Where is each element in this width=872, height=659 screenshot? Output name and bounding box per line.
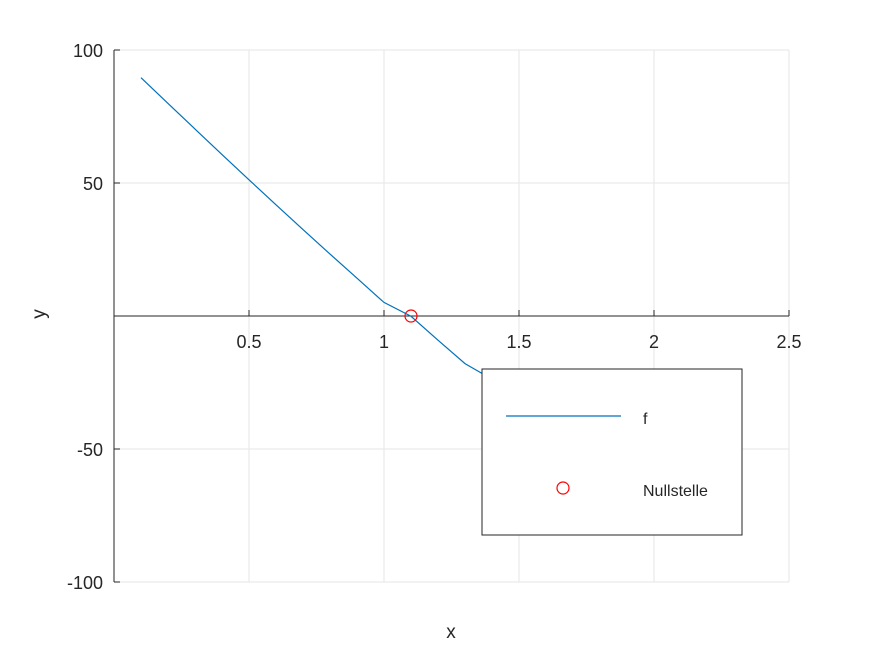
y-tick-label: -50	[77, 440, 103, 460]
series-line-f	[140, 77, 485, 376]
legend-label-f: f	[643, 411, 648, 428]
root-marker	[404, 309, 418, 323]
y-tick-label: 50	[83, 174, 103, 194]
x-tick-label: 0.5	[236, 332, 261, 352]
axes	[113, 49, 790, 583]
x-tick-label: 1	[379, 332, 389, 352]
y-axis-label: y	[29, 309, 50, 319]
legend-label-nullstelle: Nullstelle	[643, 483, 708, 500]
x-axis-label: x	[446, 622, 456, 643]
x-tick-label: 2.5	[776, 332, 801, 352]
legend-marker-swatch	[556, 481, 570, 495]
y-tick-label: 100	[73, 41, 103, 61]
legend: f Nullstelle	[481, 368, 743, 536]
plot-series	[140, 77, 485, 376]
tick-labels: 0.5 1 1.5 2 2.5 -100 -50 50 100	[67, 41, 802, 593]
y-tick-label: -100	[67, 573, 103, 593]
legend-box	[481, 368, 743, 536]
x-tick-label: 1.5	[506, 332, 531, 352]
x-tick-label: 2	[649, 332, 659, 352]
